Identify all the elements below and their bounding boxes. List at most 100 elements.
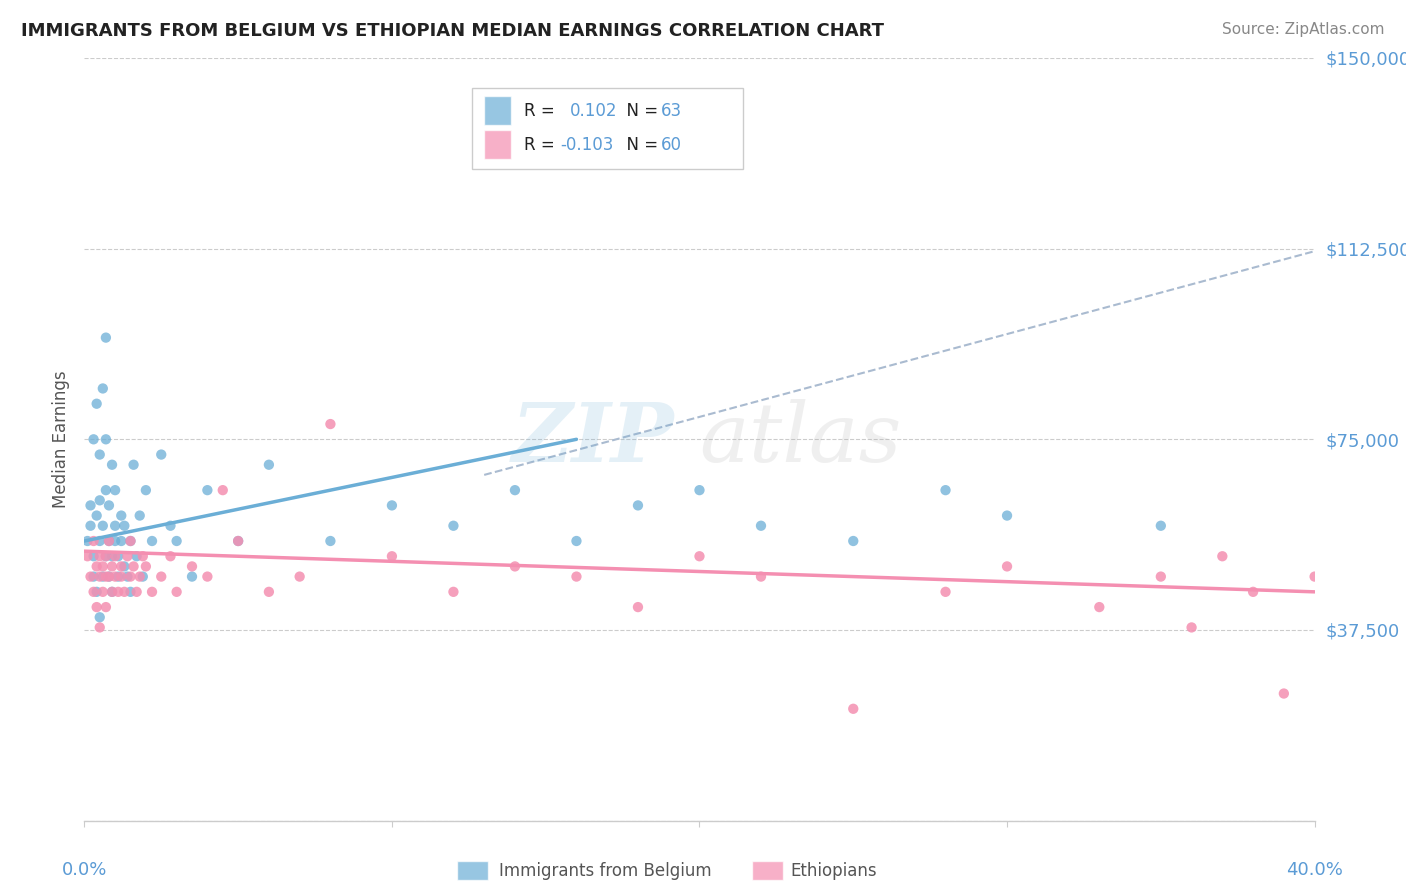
Point xyxy=(104,533,127,548)
Point xyxy=(627,600,650,615)
Point xyxy=(443,518,465,533)
FancyBboxPatch shape xyxy=(484,130,512,160)
Point xyxy=(166,533,188,548)
Point xyxy=(842,533,865,548)
Point xyxy=(935,585,957,599)
Point xyxy=(91,569,114,583)
Point xyxy=(101,458,124,472)
Point xyxy=(83,585,105,599)
Point xyxy=(76,533,98,548)
Point xyxy=(135,483,157,498)
Point xyxy=(86,508,108,523)
FancyBboxPatch shape xyxy=(472,88,742,169)
Point xyxy=(98,569,120,583)
Point xyxy=(1150,569,1173,583)
Point xyxy=(842,702,865,716)
Point xyxy=(120,533,142,548)
Point xyxy=(503,483,526,498)
Point xyxy=(125,549,148,564)
Point xyxy=(150,569,173,583)
Point xyxy=(94,330,117,344)
Point xyxy=(94,600,117,615)
Text: N =: N = xyxy=(616,136,664,154)
Text: Immigrants from Belgium: Immigrants from Belgium xyxy=(499,862,711,880)
Text: 40.0%: 40.0% xyxy=(1286,862,1343,880)
Point xyxy=(86,585,108,599)
Point xyxy=(83,432,105,446)
Point xyxy=(749,569,772,583)
Point xyxy=(112,585,135,599)
Point xyxy=(110,533,132,548)
Point xyxy=(257,458,280,472)
Point xyxy=(565,569,588,583)
Point xyxy=(226,533,249,548)
Point xyxy=(117,549,139,564)
Point xyxy=(89,569,111,583)
Point xyxy=(79,518,101,533)
Point xyxy=(94,432,117,446)
Point xyxy=(83,569,105,583)
Point xyxy=(101,585,124,599)
Text: N =: N = xyxy=(616,102,664,120)
Point xyxy=(288,569,311,583)
Text: 60: 60 xyxy=(661,136,682,154)
Point xyxy=(110,508,132,523)
Point xyxy=(120,533,142,548)
Point xyxy=(120,585,142,599)
Point xyxy=(110,559,132,574)
Text: Source: ZipAtlas.com: Source: ZipAtlas.com xyxy=(1222,22,1385,37)
Point xyxy=(935,483,957,498)
Point xyxy=(98,499,120,513)
Point xyxy=(166,585,188,599)
Point xyxy=(76,549,98,564)
Point xyxy=(257,585,280,599)
Point xyxy=(89,448,111,462)
Point xyxy=(135,559,157,574)
Point xyxy=(1211,549,1233,564)
Point xyxy=(89,549,111,564)
Point xyxy=(503,559,526,574)
Text: 0.0%: 0.0% xyxy=(62,862,107,880)
Text: R =: R = xyxy=(523,136,560,154)
Point xyxy=(98,533,120,548)
Point xyxy=(565,533,588,548)
Point xyxy=(381,499,404,513)
Y-axis label: Median Earnings: Median Earnings xyxy=(52,370,70,508)
Point xyxy=(104,549,127,564)
Point xyxy=(122,458,145,472)
Point xyxy=(995,508,1018,523)
Point xyxy=(94,549,117,564)
Point xyxy=(1088,600,1111,615)
Point xyxy=(689,483,711,498)
Point xyxy=(181,559,204,574)
Point xyxy=(110,569,132,583)
Point xyxy=(79,569,101,583)
Point xyxy=(107,569,129,583)
Point xyxy=(141,585,163,599)
Point xyxy=(86,397,108,411)
Point xyxy=(120,569,142,583)
Point xyxy=(132,569,155,583)
Point xyxy=(1303,569,1326,583)
Point xyxy=(107,585,129,599)
Point xyxy=(94,549,117,564)
Point xyxy=(211,483,233,498)
Point xyxy=(104,569,127,583)
Point xyxy=(319,417,342,431)
Text: Ethiopians: Ethiopians xyxy=(790,862,877,880)
Point xyxy=(1241,585,1264,599)
Point xyxy=(226,533,249,548)
Point xyxy=(128,508,150,523)
Point xyxy=(86,600,108,615)
Point xyxy=(98,569,120,583)
Point xyxy=(104,483,127,498)
Text: IMMIGRANTS FROM BELGIUM VS ETHIOPIAN MEDIAN EARNINGS CORRELATION CHART: IMMIGRANTS FROM BELGIUM VS ETHIOPIAN MED… xyxy=(21,22,884,40)
Point xyxy=(132,549,155,564)
Point xyxy=(91,382,114,396)
Point xyxy=(101,559,124,574)
Point xyxy=(125,585,148,599)
Point xyxy=(749,518,772,533)
Point xyxy=(79,499,101,513)
Point xyxy=(112,559,135,574)
Text: 63: 63 xyxy=(661,102,682,120)
